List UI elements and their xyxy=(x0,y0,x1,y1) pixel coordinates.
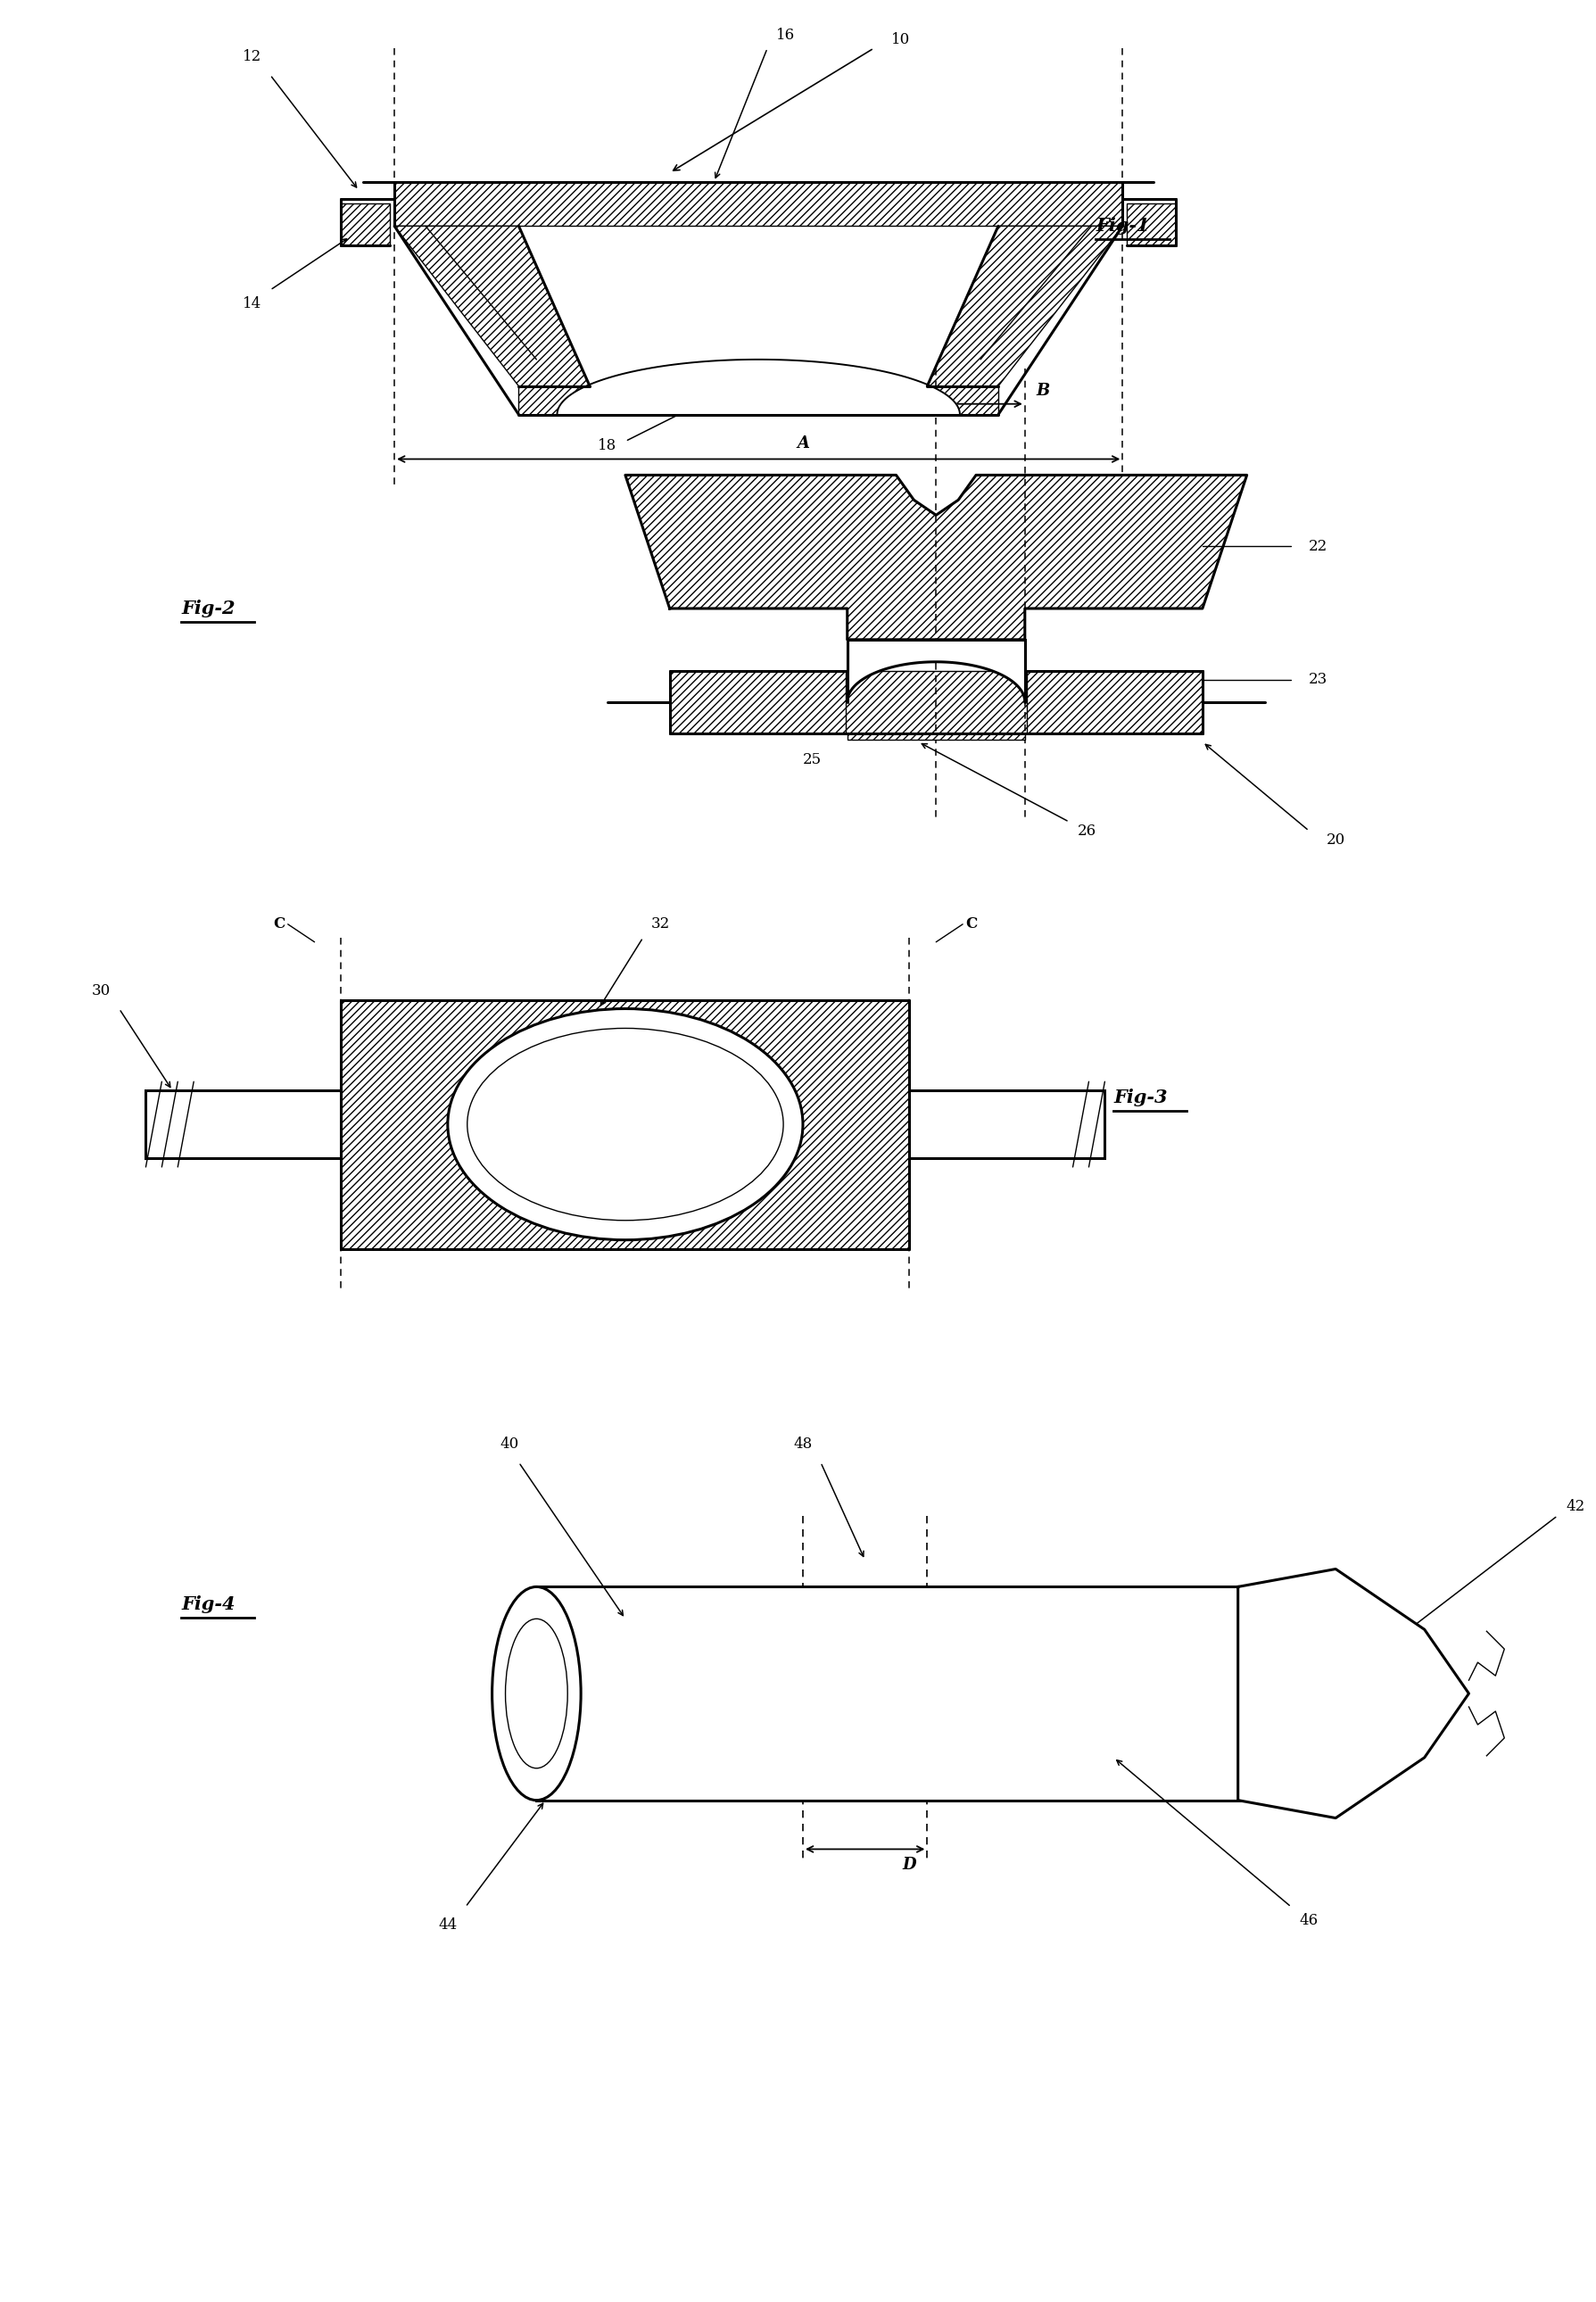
Bar xyxy=(145,1091,342,1158)
Bar xyxy=(536,1586,1246,1800)
Polygon shape xyxy=(557,359,959,414)
Polygon shape xyxy=(847,640,1025,702)
Text: 18: 18 xyxy=(598,437,618,453)
Text: 10: 10 xyxy=(891,32,910,46)
Ellipse shape xyxy=(492,1586,581,1800)
Text: Fig-1: Fig-1 xyxy=(1096,216,1149,235)
Text: Fig-2: Fig-2 xyxy=(182,599,235,617)
Text: 48: 48 xyxy=(793,1436,812,1453)
Ellipse shape xyxy=(506,1618,568,1768)
Text: 44: 44 xyxy=(439,1918,456,1931)
Text: 26: 26 xyxy=(1077,824,1096,838)
Text: 14: 14 xyxy=(243,297,262,311)
Text: 42: 42 xyxy=(1566,1499,1585,1515)
Bar xyxy=(1026,670,1202,732)
Bar xyxy=(910,1091,1104,1158)
Ellipse shape xyxy=(468,1029,784,1220)
Bar xyxy=(342,205,389,246)
Text: B: B xyxy=(1036,382,1050,398)
Text: A: A xyxy=(796,435,809,451)
Polygon shape xyxy=(1238,1570,1468,1819)
Polygon shape xyxy=(927,226,1122,387)
Text: 40: 40 xyxy=(501,1436,519,1453)
Bar xyxy=(670,670,1202,732)
Bar xyxy=(394,182,1122,226)
Text: 46: 46 xyxy=(1299,1913,1318,1927)
Text: 32: 32 xyxy=(651,916,670,932)
Bar xyxy=(670,670,846,732)
Text: 30: 30 xyxy=(93,983,110,999)
Bar xyxy=(847,732,1025,741)
Text: C: C xyxy=(966,916,977,932)
Text: Fig-4: Fig-4 xyxy=(182,1595,235,1614)
Text: 22: 22 xyxy=(1309,539,1328,555)
Bar xyxy=(519,387,998,414)
Polygon shape xyxy=(626,474,1246,640)
Text: 12: 12 xyxy=(243,51,262,64)
Text: C: C xyxy=(273,916,286,932)
Text: D: D xyxy=(902,1858,916,1874)
Bar xyxy=(1127,205,1176,246)
Text: 20: 20 xyxy=(1326,831,1345,847)
Text: Fig-3: Fig-3 xyxy=(1114,1089,1168,1107)
Polygon shape xyxy=(394,226,591,387)
Bar xyxy=(342,999,910,1248)
Ellipse shape xyxy=(448,1008,803,1241)
Text: 23: 23 xyxy=(1309,672,1328,688)
Text: 25: 25 xyxy=(803,753,822,767)
Text: 16: 16 xyxy=(776,28,795,41)
